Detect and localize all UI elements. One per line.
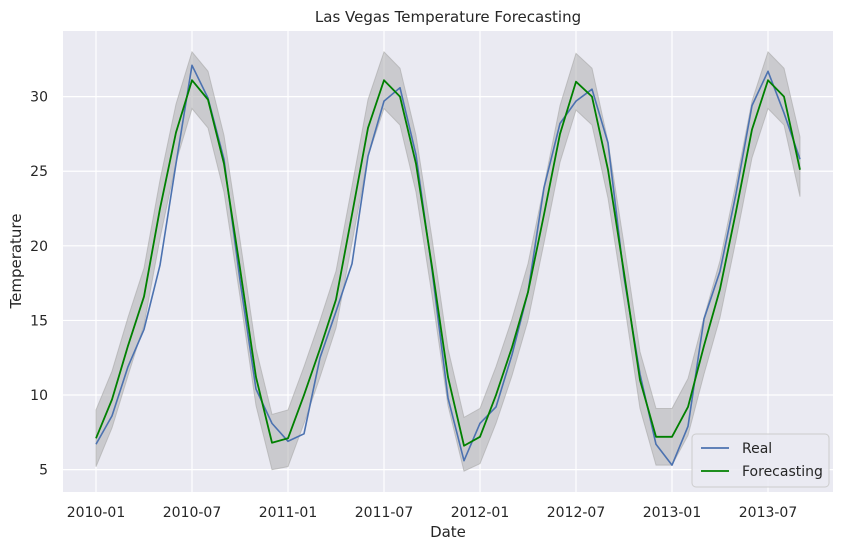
x-tick-label: 2011-01	[259, 505, 318, 521]
x-tick-label: 2013-01	[643, 505, 702, 521]
x-tick-label: 2010-07	[163, 505, 222, 521]
y-tick-label: 10	[30, 388, 48, 404]
x-tick-label: 2010-01	[67, 505, 126, 521]
x-tick-label: 2012-01	[451, 505, 510, 521]
x-tick-label: 2011-07	[355, 505, 414, 521]
series-line-forecasting	[95, 79, 801, 447]
legend-label: Real	[742, 441, 772, 457]
y-tick-label: 30	[30, 90, 48, 106]
legend: Real Forecasting	[691, 433, 830, 488]
chart-title: Las Vegas Temperature Forecasting	[315, 8, 581, 26]
y-tick-label: 5	[39, 463, 48, 479]
y-tick-label: 20	[30, 239, 48, 255]
series-layer	[95, 64, 801, 466]
x-tick-label: 2013-07	[739, 505, 798, 521]
x-tick-label: 2012-07	[547, 505, 606, 521]
y-tick-label: 25	[30, 164, 48, 180]
y-axis-ticks: 5 10 15 20 25 30	[30, 90, 48, 479]
y-tick-label: 15	[30, 313, 48, 329]
legend-label: Forecasting	[742, 464, 823, 480]
y-axis-label: Temperature	[7, 213, 25, 309]
x-axis-label: Date	[430, 523, 466, 541]
x-axis-ticks: 2010-01 2010-07 2011-01 2011-07 2012-01 2012-…	[67, 505, 798, 521]
